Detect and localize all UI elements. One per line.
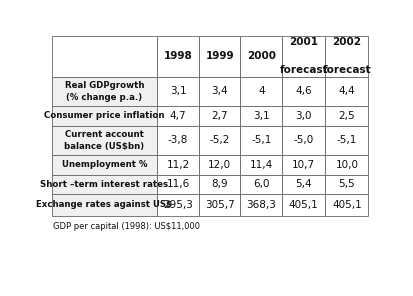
- Bar: [325, 194, 368, 215]
- Text: 5,4: 5,4: [295, 179, 312, 189]
- Text: 11,4: 11,4: [249, 160, 273, 170]
- Bar: [199, 106, 240, 126]
- Text: 1998: 1998: [164, 51, 192, 61]
- Text: 368,3: 368,3: [246, 200, 276, 210]
- Bar: [157, 36, 199, 77]
- Bar: [325, 175, 368, 194]
- Bar: [199, 36, 240, 77]
- Bar: [157, 175, 199, 194]
- Text: 3,1: 3,1: [253, 111, 270, 121]
- Bar: [199, 155, 240, 175]
- Bar: [157, 77, 199, 106]
- Bar: [240, 77, 282, 106]
- Bar: [52, 36, 157, 77]
- Bar: [240, 194, 282, 215]
- Text: 11,2: 11,2: [166, 160, 190, 170]
- Bar: [157, 155, 199, 175]
- Bar: [325, 36, 368, 77]
- Text: -5,1: -5,1: [251, 135, 271, 145]
- Bar: [52, 106, 157, 126]
- Text: -5,1: -5,1: [337, 135, 357, 145]
- Text: 12,0: 12,0: [208, 160, 231, 170]
- Text: -5,2: -5,2: [209, 135, 230, 145]
- Text: 5,5: 5,5: [339, 179, 355, 189]
- Text: 8,9: 8,9: [211, 179, 228, 189]
- Bar: [282, 175, 325, 194]
- Bar: [325, 126, 368, 155]
- Bar: [240, 126, 282, 155]
- Bar: [240, 175, 282, 194]
- Text: Current account
balance (US$bn): Current account balance (US$bn): [64, 130, 145, 151]
- Text: 11,6: 11,6: [166, 179, 190, 189]
- Text: 2,5: 2,5: [339, 111, 355, 121]
- Bar: [282, 194, 325, 215]
- Bar: [199, 194, 240, 215]
- Text: 2,7: 2,7: [211, 111, 228, 121]
- Text: 295,3: 295,3: [163, 200, 193, 210]
- Text: 4,4: 4,4: [339, 86, 355, 96]
- Text: 3,1: 3,1: [170, 86, 186, 96]
- Bar: [282, 106, 325, 126]
- Text: 2001

forecast: 2001 forecast: [279, 37, 328, 75]
- Text: 405,1: 405,1: [289, 200, 318, 210]
- Bar: [325, 106, 368, 126]
- Bar: [157, 126, 199, 155]
- Bar: [240, 155, 282, 175]
- Text: 6,0: 6,0: [253, 179, 270, 189]
- Bar: [325, 155, 368, 175]
- Bar: [199, 175, 240, 194]
- Bar: [325, 77, 368, 106]
- Text: 2002

forecast: 2002 forecast: [323, 37, 371, 75]
- Text: 305,7: 305,7: [205, 200, 235, 210]
- Text: 2000: 2000: [247, 51, 276, 61]
- Text: -5,0: -5,0: [294, 135, 314, 145]
- Bar: [52, 155, 157, 175]
- Text: Exchange rates against US$: Exchange rates against US$: [36, 200, 173, 209]
- Text: GDP per capital (1998): US$11,000: GDP per capital (1998): US$11,000: [53, 222, 200, 231]
- Bar: [282, 36, 325, 77]
- Text: 10,0: 10,0: [335, 160, 358, 170]
- Text: Short –term interest rates: Short –term interest rates: [40, 180, 169, 189]
- Text: 3,4: 3,4: [211, 86, 228, 96]
- Text: 4,7: 4,7: [170, 111, 186, 121]
- Bar: [52, 77, 157, 106]
- Text: Unemployment %: Unemployment %: [62, 160, 147, 169]
- Bar: [199, 77, 240, 106]
- Text: 3,0: 3,0: [295, 111, 312, 121]
- Text: 4,6: 4,6: [295, 86, 312, 96]
- Text: 1999: 1999: [205, 51, 234, 61]
- Bar: [282, 77, 325, 106]
- Text: -3,8: -3,8: [168, 135, 188, 145]
- Text: 4: 4: [258, 86, 265, 96]
- Bar: [240, 36, 282, 77]
- Bar: [157, 106, 199, 126]
- Bar: [52, 126, 157, 155]
- Text: Consumer price inflation: Consumer price inflation: [44, 111, 165, 120]
- Bar: [282, 126, 325, 155]
- Text: 405,1: 405,1: [332, 200, 362, 210]
- Bar: [157, 194, 199, 215]
- Text: 10,7: 10,7: [292, 160, 315, 170]
- Bar: [52, 194, 157, 215]
- Bar: [240, 106, 282, 126]
- Bar: [199, 126, 240, 155]
- Bar: [52, 175, 157, 194]
- Text: Real GDPgrowth
(% change p.a.): Real GDPgrowth (% change p.a.): [65, 81, 144, 102]
- Bar: [282, 155, 325, 175]
